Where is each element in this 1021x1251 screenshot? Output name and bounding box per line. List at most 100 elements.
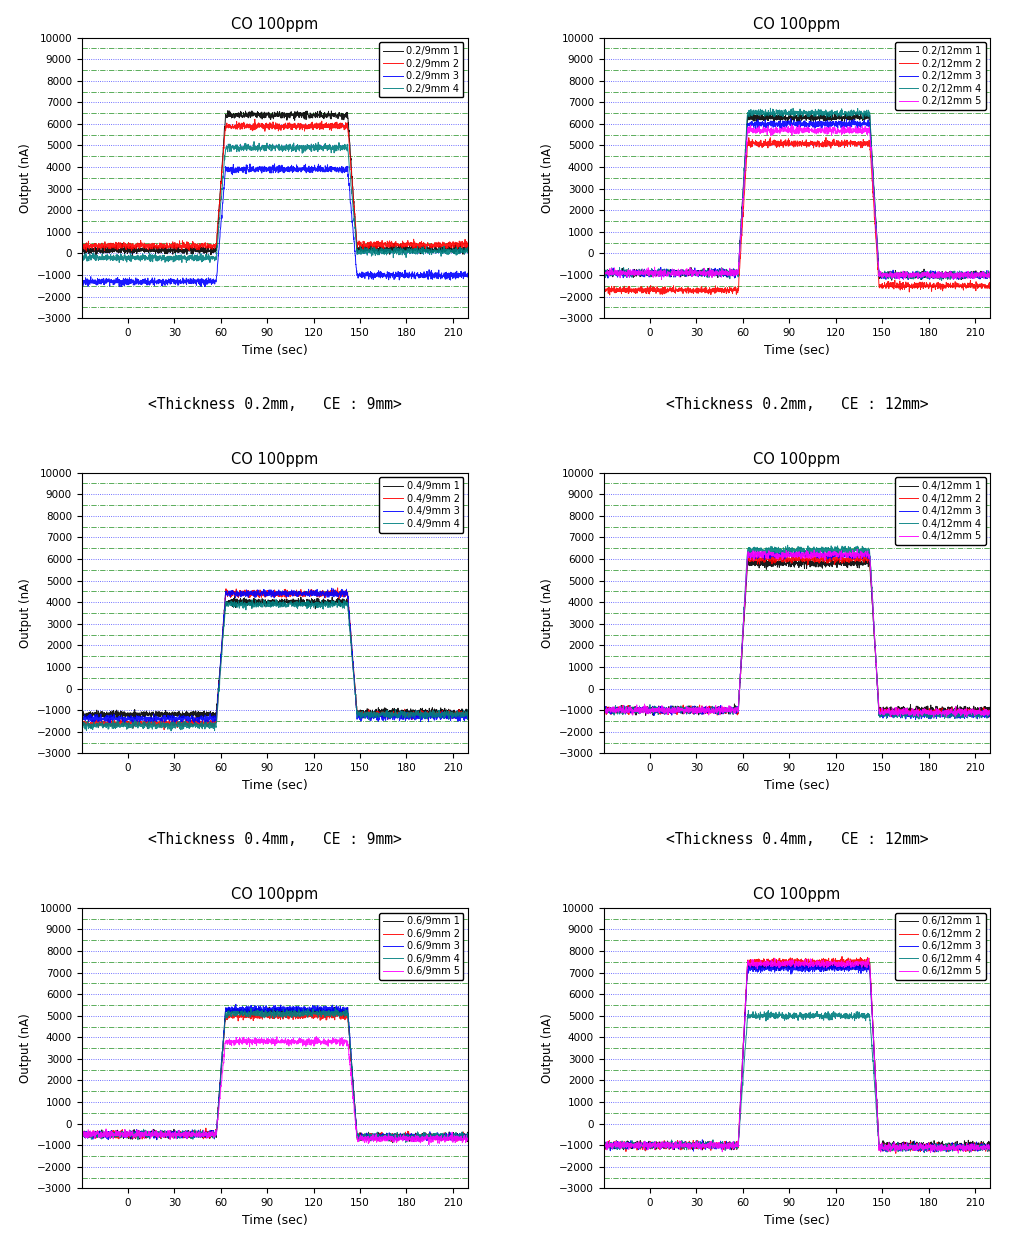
0.4/9mm 2 bbox=[451, 707, 464, 722]
0.6/12mm 1 bbox=[785, 960, 797, 975]
0.6/12mm 3 bbox=[597, 1136, 610, 1151]
Line: 0.4/12mm 4: 0.4/12mm 4 bbox=[603, 545, 990, 719]
0.2/12mm 5 bbox=[984, 268, 996, 283]
0.2/9mm 2 bbox=[451, 241, 464, 256]
0.4/12mm 3 bbox=[775, 548, 787, 563]
0.2/12mm 5 bbox=[903, 269, 915, 284]
0.4/9mm 1 bbox=[229, 589, 241, 604]
0.4/9mm 1 bbox=[463, 704, 475, 719]
0.4/12mm 3 bbox=[903, 706, 915, 721]
0.2/9mm 2 bbox=[264, 118, 277, 133]
Legend: 0.4/9mm 1, 0.4/9mm 2, 0.4/9mm 3, 0.4/9mm 4: 0.4/9mm 1, 0.4/9mm 2, 0.4/9mm 3, 0.4/9mm… bbox=[380, 478, 464, 533]
Line: 0.6/9mm 5: 0.6/9mm 5 bbox=[82, 1037, 469, 1145]
0.2/12mm 5 bbox=[785, 118, 797, 133]
0.6/9mm 5 bbox=[423, 1137, 435, 1152]
Line: 0.6/12mm 2: 0.6/12mm 2 bbox=[603, 957, 990, 1153]
0.6/12mm 5 bbox=[786, 952, 798, 967]
Line: 0.6/12mm 1: 0.6/12mm 1 bbox=[603, 962, 990, 1151]
0.2/9mm 2 bbox=[463, 236, 475, 251]
0.2/12mm 1 bbox=[984, 269, 996, 284]
0.4/12mm 5 bbox=[785, 548, 797, 563]
0.4/9mm 4 bbox=[165, 723, 178, 738]
Y-axis label: Output (nA): Output (nA) bbox=[18, 578, 32, 648]
0.6/12mm 1 bbox=[903, 1140, 915, 1155]
0.4/12mm 4 bbox=[618, 699, 630, 714]
0.2/12mm 4 bbox=[618, 268, 630, 283]
0.2/9mm 2 bbox=[76, 239, 88, 254]
0.4/9mm 3 bbox=[451, 707, 464, 722]
0.2/9mm 4 bbox=[248, 134, 260, 149]
0.2/9mm 4 bbox=[264, 138, 277, 153]
0.4/12mm 5 bbox=[597, 702, 610, 717]
0.4/9mm 4 bbox=[270, 592, 282, 607]
0.2/9mm 3 bbox=[451, 270, 464, 285]
0.6/9mm 2 bbox=[451, 1128, 464, 1143]
0.4/12mm 1 bbox=[639, 708, 651, 723]
0.6/9mm 2 bbox=[303, 1003, 315, 1018]
0.6/9mm 4 bbox=[253, 1007, 265, 1022]
Line: 0.2/9mm 2: 0.2/9mm 2 bbox=[82, 119, 469, 251]
0.6/9mm 2 bbox=[263, 1011, 276, 1026]
0.6/9mm 5 bbox=[310, 1030, 323, 1045]
0.6/12mm 2 bbox=[903, 1140, 915, 1155]
0.6/9mm 2 bbox=[463, 1128, 475, 1143]
0.4/9mm 2 bbox=[95, 713, 107, 728]
0.4/9mm 1 bbox=[451, 703, 464, 718]
0.4/12mm 1 bbox=[786, 554, 798, 569]
0.4/9mm 3 bbox=[451, 707, 464, 722]
0.2/12mm 2 bbox=[973, 276, 985, 291]
0.4/12mm 4 bbox=[913, 712, 925, 727]
0.6/12mm 5 bbox=[973, 1141, 985, 1156]
0.4/9mm 2 bbox=[263, 585, 276, 600]
0.6/9mm 3 bbox=[230, 997, 242, 1012]
0.4/9mm 3 bbox=[263, 585, 276, 600]
0.4/12mm 5 bbox=[618, 702, 630, 717]
0.2/9mm 2 bbox=[451, 239, 464, 254]
0.2/12mm 2 bbox=[597, 281, 610, 296]
0.4/9mm 1 bbox=[186, 713, 198, 728]
0.4/9mm 3 bbox=[253, 587, 265, 602]
0.6/12mm 2 bbox=[984, 1141, 996, 1156]
0.2/9mm 2 bbox=[249, 111, 261, 126]
0.4/12mm 2 bbox=[776, 554, 788, 569]
0.6/9mm 1 bbox=[95, 1127, 107, 1142]
Text: <Thickness 0.2mm,   CE : 12mm>: <Thickness 0.2mm, CE : 12mm> bbox=[666, 397, 928, 412]
Line: 0.2/9mm 1: 0.2/9mm 1 bbox=[82, 111, 469, 255]
Line: 0.2/9mm 3: 0.2/9mm 3 bbox=[82, 164, 469, 286]
0.4/9mm 2 bbox=[332, 580, 344, 595]
Title: CO 100ppm: CO 100ppm bbox=[232, 18, 319, 33]
0.6/12mm 2 bbox=[889, 1146, 902, 1161]
0.6/9mm 1 bbox=[451, 1126, 464, 1141]
0.4/12mm 5 bbox=[973, 704, 985, 719]
0.2/12mm 3 bbox=[973, 268, 985, 283]
0.6/9mm 2 bbox=[451, 1128, 464, 1143]
0.6/12mm 1 bbox=[597, 1137, 610, 1152]
0.2/9mm 1 bbox=[95, 243, 107, 258]
0.2/12mm 5 bbox=[897, 273, 910, 288]
0.6/12mm 1 bbox=[845, 955, 858, 970]
0.4/12mm 2 bbox=[982, 709, 994, 724]
0.2/9mm 1 bbox=[76, 241, 88, 256]
0.2/12mm 5 bbox=[973, 268, 985, 283]
0.2/12mm 5 bbox=[775, 124, 787, 139]
0.2/12mm 4 bbox=[776, 104, 788, 119]
0.6/12mm 5 bbox=[769, 951, 781, 966]
0.6/12mm 4 bbox=[973, 1143, 985, 1158]
0.2/12mm 1 bbox=[775, 110, 787, 125]
0.4/9mm 4 bbox=[76, 719, 88, 734]
0.4/12mm 3 bbox=[786, 549, 798, 564]
X-axis label: Time (sec): Time (sec) bbox=[242, 344, 308, 357]
0.6/9mm 5 bbox=[253, 1033, 265, 1048]
0.2/9mm 1 bbox=[253, 110, 265, 125]
0.2/12mm 1 bbox=[885, 273, 897, 288]
0.4/12mm 2 bbox=[973, 707, 985, 722]
0.6/9mm 1 bbox=[380, 1131, 392, 1146]
0.2/12mm 2 bbox=[786, 138, 798, 153]
0.2/12mm 3 bbox=[784, 111, 796, 126]
0.2/9mm 1 bbox=[463, 243, 475, 258]
0.6/12mm 4 bbox=[973, 1137, 985, 1152]
0.4/9mm 3 bbox=[463, 712, 475, 727]
Line: 0.2/12mm 4: 0.2/12mm 4 bbox=[603, 109, 990, 280]
0.2/12mm 4 bbox=[903, 266, 915, 281]
0.4/9mm 4 bbox=[451, 708, 464, 723]
